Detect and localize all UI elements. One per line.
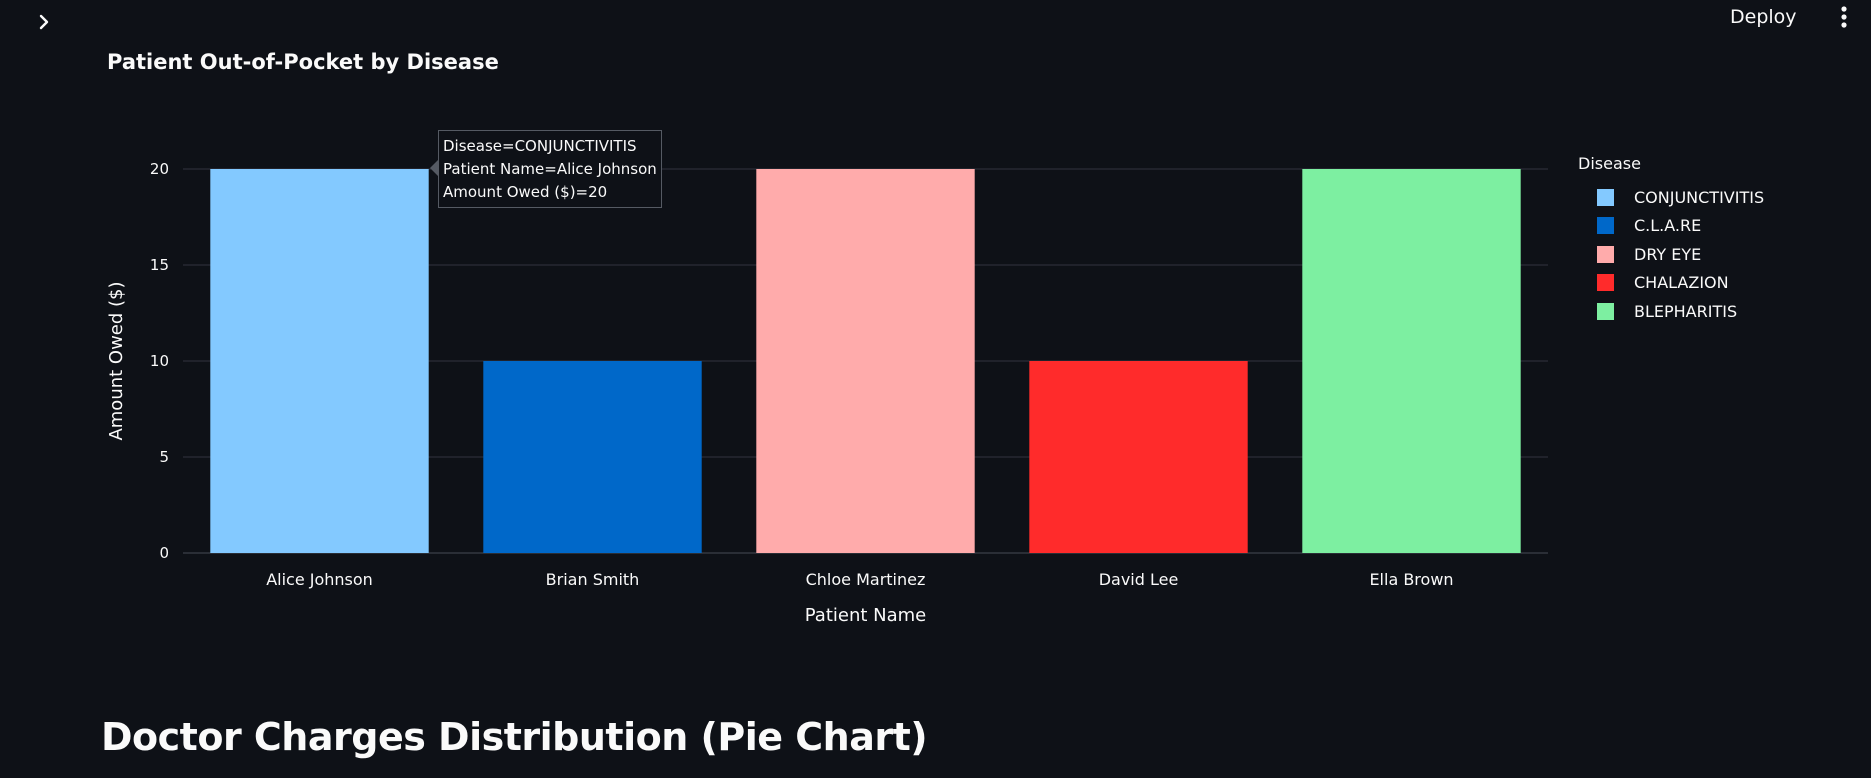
bar-conjunctivitis[interactable] [210,169,429,553]
bar-blepharitis[interactable] [1302,169,1521,553]
bar-chalazion[interactable] [1029,361,1248,553]
x-tick-label: Chloe Martinez [806,570,926,589]
hover-tooltip: Disease=CONJUNCTIVITIS Patient Name=Alic… [438,130,662,208]
legend-item[interactable]: CONJUNCTIVITIS [1578,183,1764,212]
y-tick-label: 20 [150,160,169,178]
x-tick-label: Alice Johnson [266,570,373,589]
bar-chart[interactable]: 0 5 10 15 20 Alice Johnson Brian Smith Chloe Ma… [0,0,1871,700]
legend-item[interactable]: C.L.A.RE [1578,212,1764,241]
y-tick-label: 10 [150,352,169,370]
legend-item[interactable]: DRY EYE [1578,240,1764,269]
y-tick-label: 0 [159,544,169,562]
legend-label: BLEPHARITIS [1634,301,1738,321]
x-tick-label: Brian Smith [546,570,640,589]
y-tick-label: 5 [159,448,169,466]
tooltip-caret [430,160,438,176]
chart-legend: Disease CONJUNCTIVITIS C.L.A.RE DRY EYE CHA… [1578,154,1764,326]
x-tick-label: David Lee [1099,570,1179,589]
legend-swatch [1597,245,1614,263]
legend-title: Disease [1578,154,1641,173]
y-axis-title: Amount Owed ($) [106,281,127,440]
legend-swatch [1597,188,1614,206]
x-axis-title: Patient Name [805,605,927,626]
chart-title: Patient Out-of-Pocket by Disease [107,50,499,74]
chevron-right-icon [39,14,49,30]
legend-swatch [1597,302,1614,320]
x-tick-label: Ella Brown [1369,570,1453,589]
legend-item[interactable]: CHALAZION [1578,269,1764,298]
y-tick-label: 15 [150,256,169,274]
legend-label: DRY EYE [1634,244,1702,264]
legend-swatch [1597,274,1614,292]
app-header: Deploy [0,0,1871,40]
vertical-ellipsis-icon [1841,6,1847,28]
tooltip-amount: Amount Owed ($)=20 [443,183,608,201]
legend-label: CONJUNCTIVITIS [1634,187,1765,207]
legend-swatch [1597,217,1614,235]
deploy-button[interactable]: Deploy [1724,2,1803,32]
legend-label: C.L.A.RE [1634,216,1702,236]
pie-section-heading: Doctor Charges Distribution (Pie Chart) [101,715,928,759]
legend-item[interactable]: BLEPHARITIS [1578,297,1764,326]
bar-c-l-a-re[interactable] [483,361,702,553]
sidebar-toggle-button[interactable] [30,8,58,36]
tooltip-patient: Patient Name=Alice Johnson [443,160,657,178]
main-menu-button[interactable] [1832,2,1856,32]
bar-dry-eye[interactable] [756,169,975,553]
legend-label: CHALAZION [1634,273,1729,293]
tooltip-disease: Disease=CONJUNCTIVITIS [443,137,637,155]
